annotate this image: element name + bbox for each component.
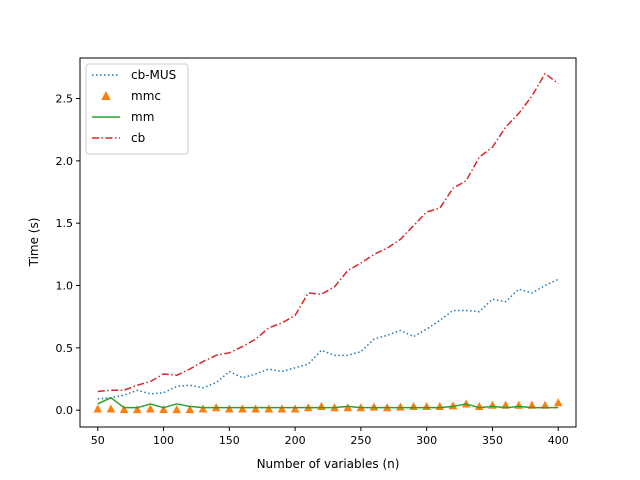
legend-item-mmc: mmc [101,89,161,103]
point-mmc [146,404,155,413]
axes-frame [79,57,577,428]
point-mmc [106,404,116,413]
x-tick-label: 350 [482,434,503,447]
y-axis: 0.0 0.5 1.0 1.5 2.0 2.5 [56,93,80,417]
point-mmc [185,405,195,414]
point-mmc [540,400,550,409]
point-mmc [396,402,405,411]
legend-swatch [101,91,111,100]
y-tick-label: 1.5 [56,217,74,230]
point-mmc [238,404,247,413]
x-tick-label: 400 [548,434,569,447]
point-mmc [93,404,103,413]
legend-label: mmc [131,89,161,103]
point-mmc [553,398,563,407]
x-tick-label: 250 [350,434,371,447]
point-mmc [198,404,208,413]
x-tick-label: 300 [416,434,437,447]
x-tick-label: 150 [219,434,240,447]
series-cb-mus-line [97,278,559,400]
point-mmc [119,405,129,414]
x-tick-label: 50 [91,434,105,447]
y-tick-label: 0.0 [56,404,74,417]
point-mmc [159,405,168,414]
legend: cb-MUS mmc mm cb [85,63,189,155]
series-layer [93,72,563,414]
point-mmc [132,405,142,414]
point-mmc [290,404,300,413]
point-mmc [172,405,181,414]
legend-box [85,63,189,155]
series-cb-line [97,72,559,393]
y-tick-label: 2.5 [56,93,74,106]
point-mmc [251,404,260,413]
y-tick-label: 2.0 [56,155,74,168]
legend-item-cb: cb [92,131,145,145]
legend-item-mm: mm [92,110,154,124]
x-axis: 50 100 150 200 250 300 350 400 [91,427,569,447]
y-axis-label: Time (s) [27,218,41,268]
point-mmc [264,404,274,413]
point-mmc [343,403,353,412]
legend-label: cb [131,131,145,145]
x-tick-label: 100 [153,434,174,447]
x-tick-label: 200 [285,434,306,447]
y-tick-label: 1.0 [56,280,74,293]
point-mmc [277,404,287,413]
legend-label: mm [131,110,154,124]
legend-label: cb-MUS [131,68,176,82]
y-tick-label: 0.5 [56,342,74,355]
point-mmc [369,402,379,411]
point-mmc [225,404,234,413]
x-axis-label: Number of variables (n) [257,457,400,471]
series-mm-line [97,396,559,409]
legend-item-cb-mus: cb-MUS [92,68,176,82]
